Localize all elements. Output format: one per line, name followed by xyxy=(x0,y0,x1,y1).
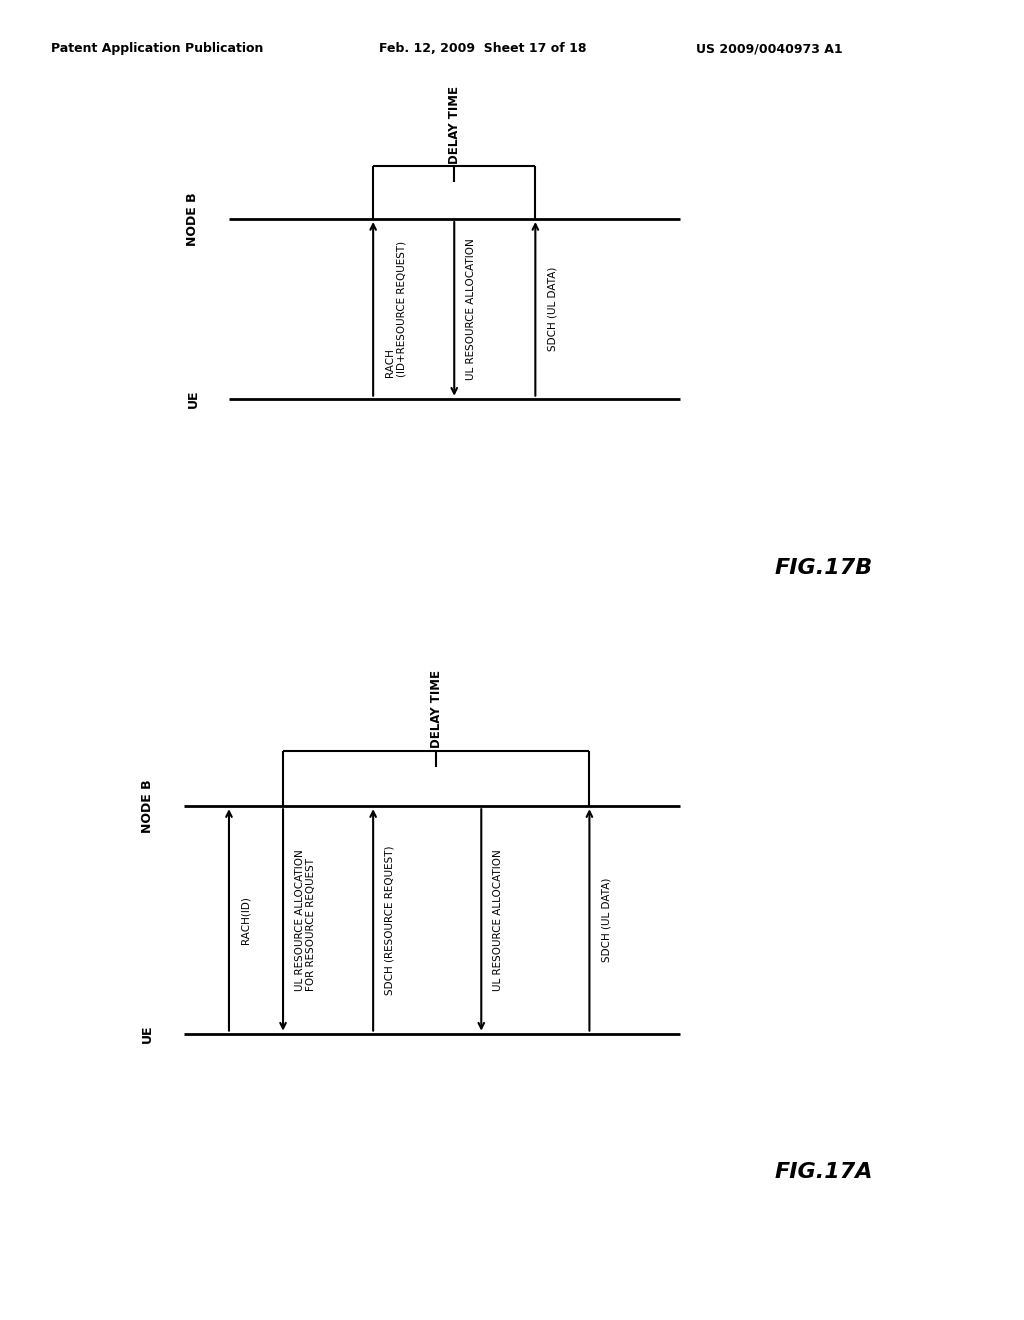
Text: NODE B: NODE B xyxy=(141,779,155,833)
Text: FIG.17A: FIG.17A xyxy=(774,1162,872,1183)
Text: US 2009/0040973 A1: US 2009/0040973 A1 xyxy=(696,42,843,55)
Text: NODE B: NODE B xyxy=(186,193,200,246)
Text: RACH
(ID+RESOURCE REQUEST): RACH (ID+RESOURCE REQUEST) xyxy=(385,240,407,378)
Text: DELAY TIME: DELAY TIME xyxy=(430,671,442,748)
Text: SDCH (UL DATA): SDCH (UL DATA) xyxy=(547,267,557,351)
Text: UE: UE xyxy=(141,1024,155,1043)
Text: RACH(ID): RACH(ID) xyxy=(241,896,251,944)
Text: UE: UE xyxy=(186,389,200,408)
Text: UL RESOURCE ALLOCATION: UL RESOURCE ALLOCATION xyxy=(493,849,503,991)
Text: FIG.17B: FIG.17B xyxy=(774,557,872,578)
Text: Feb. 12, 2009  Sheet 17 of 18: Feb. 12, 2009 Sheet 17 of 18 xyxy=(379,42,587,55)
Text: DELAY TIME: DELAY TIME xyxy=(447,86,461,164)
Text: SDCH (RESOURCE REQUEST): SDCH (RESOURCE REQUEST) xyxy=(385,845,395,995)
Text: UL RESOURCE ALLOCATION: UL RESOURCE ALLOCATION xyxy=(466,238,476,380)
Text: UL RESOURCE ALLOCATION
FOR RESOURCE REQUEST: UL RESOURCE ALLOCATION FOR RESOURCE REQU… xyxy=(295,849,316,991)
Text: SDCH (UL DATA): SDCH (UL DATA) xyxy=(601,878,611,962)
Text: Patent Application Publication: Patent Application Publication xyxy=(51,42,263,55)
